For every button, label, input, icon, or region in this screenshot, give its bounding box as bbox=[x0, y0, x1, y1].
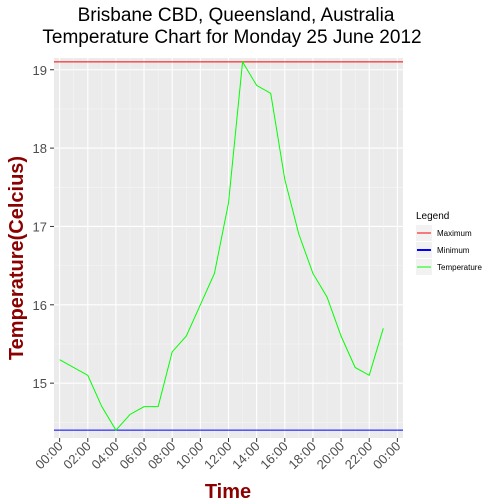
x-tick-label: 00:00 bbox=[370, 439, 404, 473]
series-lines bbox=[59, 60, 384, 431]
legend-title: Legend bbox=[416, 211, 449, 222]
legend-label: Minimum bbox=[437, 246, 470, 255]
x-tick-label: 14:00 bbox=[229, 439, 263, 473]
legend-label: Maximum bbox=[437, 229, 472, 238]
x-axis-title: Time bbox=[205, 481, 251, 503]
reference-lines bbox=[54, 61, 403, 431]
legend: Legend Maximum Minimum Temperature bbox=[416, 211, 482, 275]
x-tick-label: 10:00 bbox=[173, 439, 207, 473]
y-tick-label: 15 bbox=[33, 376, 47, 391]
x-tick-label: 16:00 bbox=[257, 439, 291, 473]
chart-title-line-2: Temperature Chart for Monday 25 June 201… bbox=[42, 27, 421, 48]
x-tick-label: 08:00 bbox=[145, 439, 179, 473]
legend-label: Temperature bbox=[437, 263, 482, 272]
y-axis-ticks: 15 16 17 18 19 bbox=[33, 63, 54, 391]
grid bbox=[54, 58, 403, 438]
y-tick-label: 18 bbox=[33, 141, 47, 156]
x-tick-label: 02:00 bbox=[60, 439, 94, 473]
y-tick-label: 16 bbox=[33, 298, 47, 313]
y-tick-label: 17 bbox=[33, 219, 47, 234]
x-tick-label: 00:00 bbox=[32, 439, 66, 473]
x-tick-label: 18:00 bbox=[285, 439, 319, 473]
x-axis-ticks: 00:0002:0004:0006:0008:0010:0012:0014:00… bbox=[32, 438, 403, 472]
x-tick-label: 04:00 bbox=[88, 439, 122, 473]
chart-title-line-1: Brisbane CBD, Queensland, Australia bbox=[78, 5, 395, 26]
y-tick-label: 19 bbox=[33, 63, 47, 78]
x-tick-label: 22:00 bbox=[342, 439, 376, 473]
x-tick-label: 06:00 bbox=[117, 439, 151, 473]
x-tick-label: 20:00 bbox=[314, 439, 348, 473]
series-temperature-line bbox=[59, 60, 384, 431]
x-tick-label: 12:00 bbox=[201, 439, 235, 473]
y-axis-title: Temperature(Celcius) bbox=[6, 156, 28, 360]
